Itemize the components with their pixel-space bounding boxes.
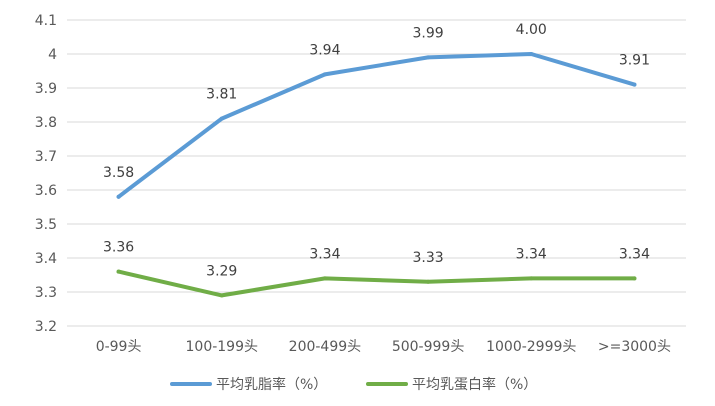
data-label: 3.36	[103, 240, 134, 256]
x-tick-label: 1000-2999头	[486, 339, 576, 355]
y-axis-ticks: 3.2 3.3 3.4 3.5 3.6 3.7 3.8 3.9 4 4.1	[35, 13, 57, 335]
data-point	[632, 276, 637, 281]
legend-label: 平均乳脂率（%）	[216, 376, 327, 393]
series-lines	[116, 52, 637, 298]
y-tick-label: 3.2	[35, 319, 57, 335]
data-label: 3.34	[516, 246, 547, 262]
y-tick-label: 4	[48, 47, 57, 63]
data-point	[322, 72, 327, 77]
x-tick-label: 200-499头	[289, 339, 362, 355]
x-tick-label: >=3000头	[598, 339, 671, 355]
series-line	[116, 269, 637, 298]
data-point	[322, 276, 327, 281]
data-label: 3.58	[103, 165, 134, 181]
x-tick-label: 100-199头	[186, 339, 259, 355]
data-point	[116, 194, 121, 199]
x-axis-ticks: 0-99头 100-199头 200-499头 500-999头 1000-2999头 >…	[96, 339, 671, 355]
y-tick-label: 3.6	[35, 183, 57, 199]
legend: 平均乳脂率（%） 平均乳蛋白率（%）	[170, 376, 537, 393]
y-tick-label: 3.5	[35, 217, 57, 233]
y-tick-label: 3.8	[35, 115, 57, 131]
data-label: 3.81	[206, 87, 237, 103]
data-point	[426, 55, 431, 60]
x-tick-label: 0-99头	[96, 339, 142, 355]
data-point	[632, 82, 637, 87]
y-tick-label: 4.1	[35, 13, 57, 29]
data-point	[219, 116, 224, 121]
y-tick-label: 3.3	[35, 285, 57, 301]
series-line	[116, 52, 637, 199]
data-label: 4.00	[516, 22, 547, 38]
y-tick-label: 3.4	[35, 251, 57, 267]
legend-label: 平均乳蛋白率（%）	[412, 376, 537, 393]
y-tick-label: 3.7	[35, 149, 57, 165]
data-label: 3.34	[309, 246, 340, 262]
data-label: 3.34	[619, 246, 650, 262]
data-point	[529, 52, 534, 56]
data-label: 3.94	[309, 42, 340, 58]
data-label: 3.29	[206, 263, 237, 279]
data-label: 3.91	[619, 53, 650, 69]
y-tick-label: 3.9	[35, 81, 57, 97]
data-label: 3.99	[412, 25, 443, 41]
x-tick-label: 500-999头	[392, 339, 465, 355]
data-point	[116, 269, 121, 274]
data-point	[529, 276, 534, 281]
data-point	[219, 293, 224, 298]
data-label: 3.33	[412, 250, 443, 266]
data-labels: 3.58 3.81 3.94 3.99 4.00 3.91 3.36 3.29 3.34 3.33…	[103, 22, 650, 279]
data-point	[426, 279, 431, 284]
